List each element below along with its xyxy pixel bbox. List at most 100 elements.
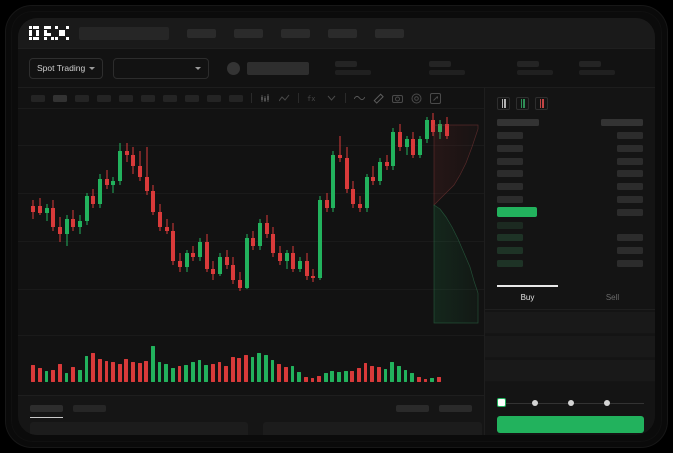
timeframe-button-4[interactable] [119,94,133,102]
buy-sell-tabs: Buy Sell [485,285,655,310]
candle-body [351,188,356,204]
market-type-dropdown[interactable]: Spot Trading [29,57,104,79]
orderbook-bid-row[interactable] [497,259,643,269]
orderbook-bids-icon[interactable] [516,97,529,110]
volume-bar [383,368,388,382]
candle-body [151,190,156,212]
candle [244,109,249,299]
last-price-group [227,61,310,75]
order-field-amount[interactable] [485,336,655,358]
volume-bar [396,366,401,382]
nav-item-0[interactable] [186,28,216,38]
slider-stop-25[interactable] [532,399,538,406]
timeframe-button-3[interactable] [97,94,111,102]
orders-action-0[interactable] [396,405,429,412]
candle-body [311,276,316,279]
stat-label [517,61,540,67]
line-chart-icon[interactable] [279,93,290,104]
ruler-icon[interactable] [373,93,384,104]
order-field-total[interactable] [485,360,655,382]
candle-body [251,238,256,246]
candle-body [264,223,269,235]
wave-icon[interactable] [354,93,365,104]
volume-series [30,346,442,382]
slider-stop-50[interactable] [568,399,574,406]
candle-wick [146,147,148,195]
timeframe-button-6[interactable] [163,94,177,102]
orderbook-bid-row[interactable] [497,246,643,256]
timeframe-button-9[interactable] [229,94,243,102]
chevron-down-icon[interactable] [326,93,337,104]
volume-bar [370,365,375,382]
bid-price [497,221,523,229]
toolbar-divider [298,93,299,103]
tab-sell[interactable]: Sell [605,293,620,302]
candle-body [258,223,262,246]
amount-percent-slider[interactable] [497,398,644,410]
orders-action-1[interactable] [439,405,472,412]
candle [258,109,262,299]
candle [138,109,142,299]
orderbook-ask-row[interactable] [497,195,643,205]
nav-item-3[interactable] [327,28,357,38]
nav-item-1[interactable] [233,28,263,38]
timeframe-button-8[interactable] [207,94,221,102]
candle [231,109,236,299]
candle-body [211,268,216,275]
timeframe-button-5[interactable] [141,94,155,102]
ask-size [617,144,643,152]
nav-item-2[interactable] [280,28,310,38]
tab-buy[interactable]: Buy [485,285,570,309]
candlestick-chart-icon[interactable] [260,93,271,104]
volume-bar [197,359,202,382]
candle [158,109,162,299]
orderbook-ask-row[interactable] [497,144,643,154]
candle [131,109,136,299]
okx-logo[interactable] [29,25,69,41]
search-input[interactable] [78,26,169,40]
orderbook-ask-row[interactable] [497,156,643,166]
timeframe-button-0[interactable] [31,94,45,102]
nav-item-4[interactable] [374,28,404,38]
candle-body [204,242,209,269]
orders-tab-1[interactable] [73,405,106,412]
volume-bar [277,364,282,382]
timeframe-button-1[interactable] [53,94,67,102]
orderbook-ask-row[interactable] [497,169,643,179]
candle [78,109,82,299]
orderbook-ask-row[interactable] [497,182,643,192]
slider-stop-75[interactable] [604,399,610,406]
order-field-price[interactable] [485,312,655,334]
price-chart[interactable] [18,109,484,335]
timeframe-button-2[interactable] [75,94,89,102]
fullscreen-icon[interactable] [430,92,441,104]
volume-chart[interactable] [18,335,484,395]
stat-group-0 [335,61,372,75]
orders-block-1 [263,422,482,435]
candle-body [98,179,102,204]
bid-size [617,260,643,268]
orderbook-rows [485,116,655,268]
candle-body [91,196,96,204]
orderbook-bid-row[interactable] [497,220,643,230]
orderbook-bid-row[interactable] [497,233,643,243]
timeframe-button-7[interactable] [185,94,199,102]
chart-gridline [18,241,484,242]
submit-buy-button[interactable] [497,416,644,433]
volume-bar [350,371,355,382]
candle-wick [339,135,341,163]
settings-icon[interactable] [411,93,422,104]
candle-body [278,253,282,261]
orderbook-header [497,118,643,128]
candle [38,109,42,299]
stat-label [579,61,602,67]
slider-handle[interactable] [497,398,506,407]
orderbook-both-icon[interactable] [497,97,510,110]
orderbook-ask-row[interactable] [497,131,643,141]
orderbook-asks-icon[interactable] [535,97,548,110]
trading-pair-dropdown[interactable] [113,57,210,79]
camera-icon[interactable] [392,93,403,104]
orders-tab-0[interactable] [30,405,63,418]
indicators-icon[interactable]: fx [307,93,318,104]
volume-bar [323,373,328,382]
